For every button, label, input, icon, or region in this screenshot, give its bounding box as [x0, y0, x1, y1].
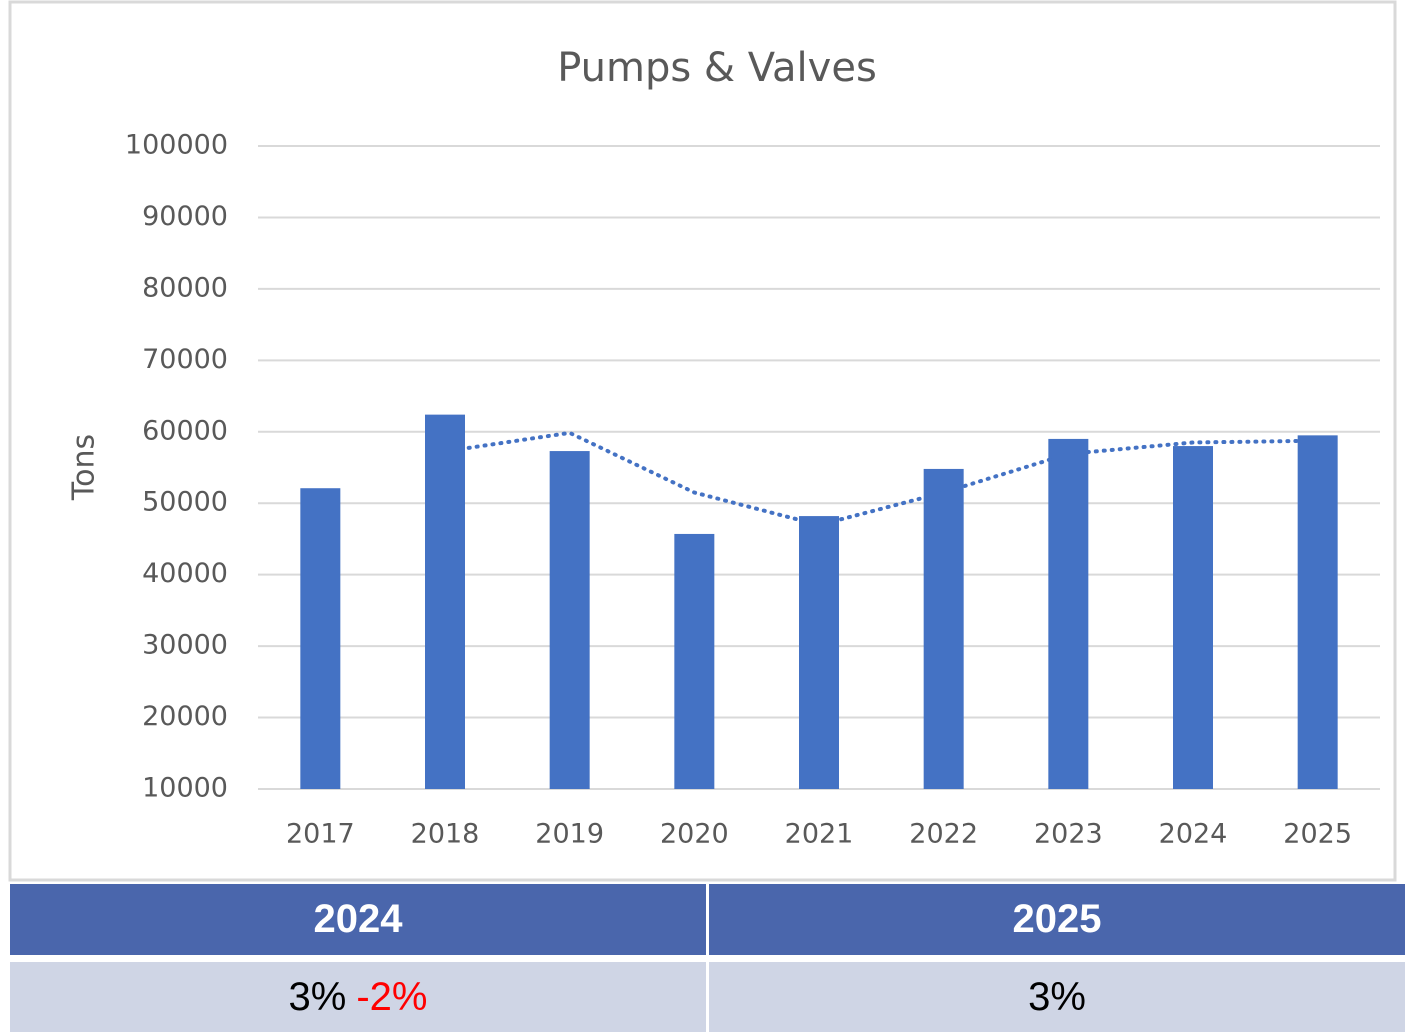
bar — [1297, 435, 1338, 789]
header-row: 2024 2025 — [10, 884, 1405, 955]
bar — [674, 533, 715, 789]
cell-value: 3% — [288, 974, 347, 1019]
chart-title: Pumps & Valves — [557, 45, 877, 91]
bar — [425, 414, 465, 789]
x-tick-label: 2020 — [660, 819, 729, 850]
bar — [923, 468, 964, 789]
x-tick-label: 2017 — [286, 819, 355, 850]
trend-line — [443, 430, 1320, 528]
y-tick-label: 80000 — [142, 272, 228, 303]
y-tick-label: 90000 — [142, 201, 228, 232]
chart: Pumps & Valves Tons 10000 20000 30000 40000… — [8, 0, 1397, 882]
data-cell: 3% — [709, 962, 1405, 1032]
bar — [549, 451, 590, 789]
summary-table: 2024 2025 3% -2% 3% — [10, 884, 1405, 1032]
bar — [1048, 438, 1089, 789]
y-axis-label: Tons — [67, 434, 102, 501]
data-row: 3% -2% 3% — [10, 955, 1405, 1032]
x-tick-label: 2021 — [785, 819, 854, 850]
y-tick-label: 40000 — [142, 558, 228, 589]
y-tick-label: 50000 — [142, 487, 228, 518]
cell-value-negative: -2% — [356, 974, 428, 1019]
y-tick-label: 30000 — [142, 630, 228, 661]
header-cell: 2025 — [709, 884, 1405, 955]
x-tick-label: 2024 — [1159, 819, 1228, 850]
bar — [1173, 446, 1213, 789]
x-tick-label: 2019 — [535, 819, 604, 850]
y-tick-label: 70000 — [142, 344, 228, 375]
x-tick-label: 2018 — [411, 819, 480, 850]
y-tick-label: 10000 — [142, 773, 228, 804]
data-cell: 3% -2% — [10, 962, 706, 1032]
y-tick-label: 20000 — [142, 701, 228, 732]
header-cell: 2024 — [10, 884, 706, 955]
x-tick-label: 2022 — [909, 819, 978, 850]
y-tick-label: 100000 — [125, 130, 228, 161]
x-tick-label: 2025 — [1283, 819, 1352, 850]
bar — [300, 488, 341, 789]
x-tick-label: 2023 — [1034, 819, 1103, 850]
y-tick-label: 60000 — [142, 415, 228, 446]
bar — [799, 516, 839, 789]
